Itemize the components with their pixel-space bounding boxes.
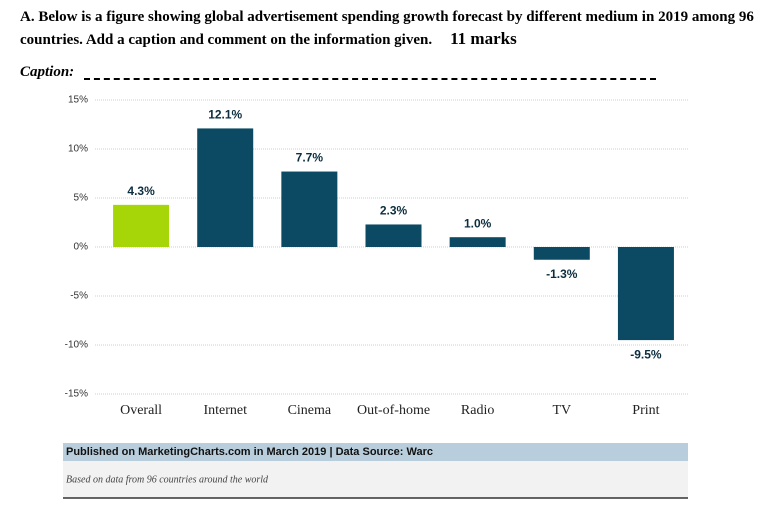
value-label: -1.3% bbox=[546, 267, 578, 281]
caption-line bbox=[84, 78, 656, 80]
bar bbox=[281, 171, 338, 247]
question: A. Below is a figure showing global adve… bbox=[20, 6, 760, 51]
x-tick-label: Out-of-home bbox=[357, 403, 430, 418]
footer-source: Published on MarketingCharts.com in Marc… bbox=[66, 446, 433, 458]
y-tick-label: -5% bbox=[70, 291, 88, 302]
x-tick-label: Cinema bbox=[288, 403, 332, 418]
bar bbox=[365, 224, 422, 247]
caption-label: Caption: bbox=[20, 64, 75, 80]
bar bbox=[113, 204, 170, 247]
bar bbox=[197, 128, 254, 247]
bar bbox=[617, 247, 674, 341]
y-tick-label: 15% bbox=[68, 95, 88, 106]
x-tick-label: TV bbox=[552, 403, 571, 418]
y-tick-label: 10% bbox=[68, 144, 88, 155]
value-label: 4.3% bbox=[127, 184, 155, 198]
x-tick-label: Print bbox=[632, 403, 659, 418]
bar bbox=[533, 247, 590, 260]
x-tick-label: Radio bbox=[461, 403, 494, 418]
value-label: -9.5% bbox=[630, 347, 662, 361]
marks: 11 marks bbox=[450, 29, 517, 48]
question-text: A. Below is a figure showing global adve… bbox=[20, 9, 754, 48]
y-tick-label: 5% bbox=[74, 193, 89, 204]
value-label: 12.1% bbox=[208, 108, 242, 122]
x-tick-label: Internet bbox=[203, 403, 247, 418]
y-tick-label: 0% bbox=[74, 242, 89, 253]
x-tick-label: Overall bbox=[120, 403, 162, 418]
value-label: 2.3% bbox=[380, 204, 408, 218]
y-tick-label: -15% bbox=[65, 389, 88, 400]
value-label: 1.0% bbox=[464, 216, 492, 230]
footer-band bbox=[63, 443, 688, 461]
y-tick-label: -10% bbox=[65, 340, 88, 351]
footer-note-band bbox=[63, 461, 688, 498]
value-label: 7.7% bbox=[296, 151, 324, 165]
footer-note: Based on data from 96 countries around t… bbox=[66, 474, 269, 485]
bar bbox=[449, 237, 506, 247]
